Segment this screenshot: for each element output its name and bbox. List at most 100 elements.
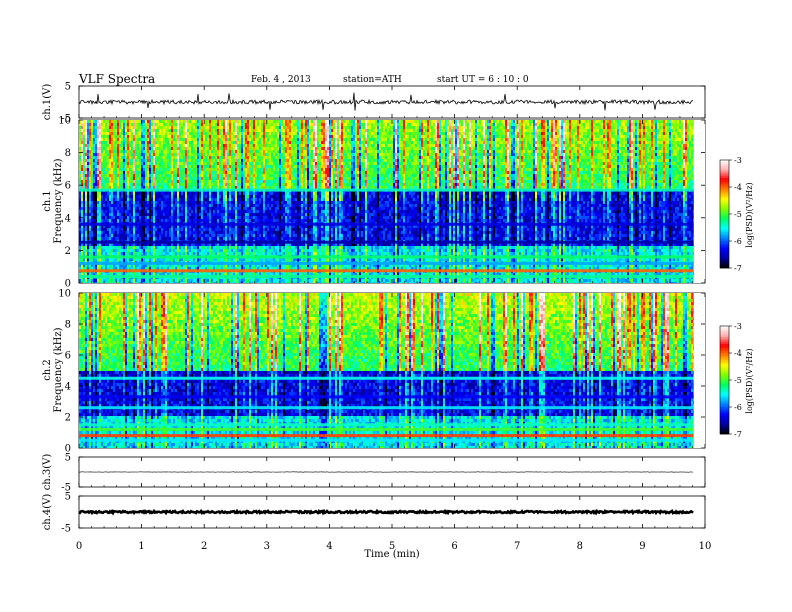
spectrogram-cell [477, 129, 480, 133]
spectrogram-cell [153, 165, 156, 169]
spectrogram-cell [357, 129, 360, 133]
spectrogram-cell [511, 135, 514, 139]
spectrogram-cell [297, 132, 300, 136]
spectrogram-cell [83, 150, 86, 154]
spectrogram-cell [511, 138, 514, 142]
spectrogram-cell [259, 147, 262, 151]
spectrogram-cell [161, 147, 164, 151]
spectrogram-cell [297, 159, 300, 163]
spectrogram-cell [681, 126, 684, 130]
spectrogram-cell [395, 144, 398, 148]
spectrogram-cell [131, 150, 134, 154]
spectrogram-cell [303, 153, 306, 157]
spectrogram-cell [657, 129, 660, 133]
spectrogram-cell [241, 126, 244, 130]
spectrogram-cell [669, 144, 672, 148]
spectrogram-cell [601, 147, 604, 151]
spectrogram-cell [195, 147, 198, 151]
spectrogram-cell [123, 144, 126, 148]
spectrogram-cell [445, 132, 448, 136]
spectrogram-cell [579, 138, 582, 142]
spectrogram-cell [441, 144, 444, 148]
spectrogram-cell [681, 153, 684, 157]
spectrogram-cell [587, 165, 590, 169]
spectrogram-cell [301, 156, 304, 160]
spectrogram-cell [253, 147, 256, 151]
spectrogram-cell [163, 120, 166, 124]
spectrogram-cell [253, 165, 256, 169]
spectrogram-cell [249, 162, 252, 166]
spectrogram-cell [433, 120, 436, 124]
spectrogram-cell [473, 129, 476, 133]
spectrogram-cell [567, 123, 570, 127]
spectrogram-cell [537, 135, 540, 139]
spectrogram-cell [399, 126, 402, 130]
spectrogram-cell [629, 150, 632, 154]
spectrogram-cell [457, 129, 460, 133]
spectrogram-cell [197, 153, 200, 157]
spectrogram-cell [575, 165, 578, 169]
spectrogram-cell [479, 159, 482, 163]
spectrogram-cell [91, 153, 94, 157]
spectrogram-cell [143, 138, 146, 142]
spectrogram-cell [573, 159, 576, 163]
spectrogram-cell [143, 162, 146, 166]
spectrogram-cell [157, 129, 160, 133]
spectrogram-cell [325, 126, 328, 130]
spectrogram-cell [409, 150, 412, 154]
spectrogram-cell [605, 147, 608, 151]
spectrogram-cell [191, 123, 194, 127]
spectrogram-cell [263, 141, 266, 145]
spectrogram-cell [415, 141, 418, 145]
spectrogram-cell [455, 132, 458, 136]
spectrogram-cell [105, 126, 108, 130]
spectrogram-cell [353, 156, 356, 160]
spectrogram-cell [539, 150, 542, 154]
spectrogram-cell [319, 141, 322, 145]
spectrogram-cell [517, 144, 520, 148]
spectrogram-cell [333, 141, 336, 145]
spectrogram-cell [93, 123, 96, 127]
spectrogram-cell [591, 138, 594, 142]
spectrogram-cell [435, 126, 438, 130]
spectrogram-cell [471, 162, 474, 166]
spectrogram-cell [329, 123, 332, 127]
spectrogram-cell [421, 144, 424, 148]
spectrogram-cell [435, 147, 438, 151]
spectrogram-cell [505, 129, 508, 133]
spectrogram-cell [337, 162, 340, 166]
spectrogram-cell [259, 144, 262, 148]
spectrogram-cell [663, 120, 666, 124]
spectrogram-cell [443, 120, 446, 124]
spectrogram-cell [261, 162, 264, 166]
spectrogram-cell [307, 162, 310, 166]
spectrogram-cell [575, 126, 578, 130]
spectrogram-cell [415, 159, 418, 163]
spectrogram-cell [663, 162, 666, 166]
spectrogram-cell [387, 162, 390, 166]
spectrogram-cell [513, 147, 516, 151]
spectrogram-cell [213, 126, 216, 130]
spectrogram-cell [197, 147, 200, 151]
spectrogram-cell [275, 159, 278, 163]
spectrogram-cell [455, 138, 458, 142]
spectrogram-cell [237, 141, 240, 145]
spectrogram-cell [389, 156, 392, 160]
spectrogram-cell [609, 120, 612, 124]
spectrogram-cell [209, 153, 212, 157]
spectrogram-cell [649, 132, 652, 136]
spectrogram-cell [367, 144, 370, 148]
spectrogram-cell [691, 126, 694, 130]
spectrogram-cell [389, 162, 392, 166]
spectrogram-cell [131, 120, 134, 124]
spectrogram-cell [357, 153, 360, 157]
spectrogram-cell [531, 147, 534, 151]
spectrogram-cell [609, 141, 612, 145]
spectrogram-cell [269, 141, 272, 145]
spectrogram-cell [479, 120, 482, 124]
spectrogram-cell [433, 150, 436, 154]
spectrogram-cell [669, 162, 672, 166]
spectrogram-cell [183, 138, 186, 142]
spectrogram-cell [405, 159, 408, 163]
spectrogram-cell [193, 156, 196, 160]
